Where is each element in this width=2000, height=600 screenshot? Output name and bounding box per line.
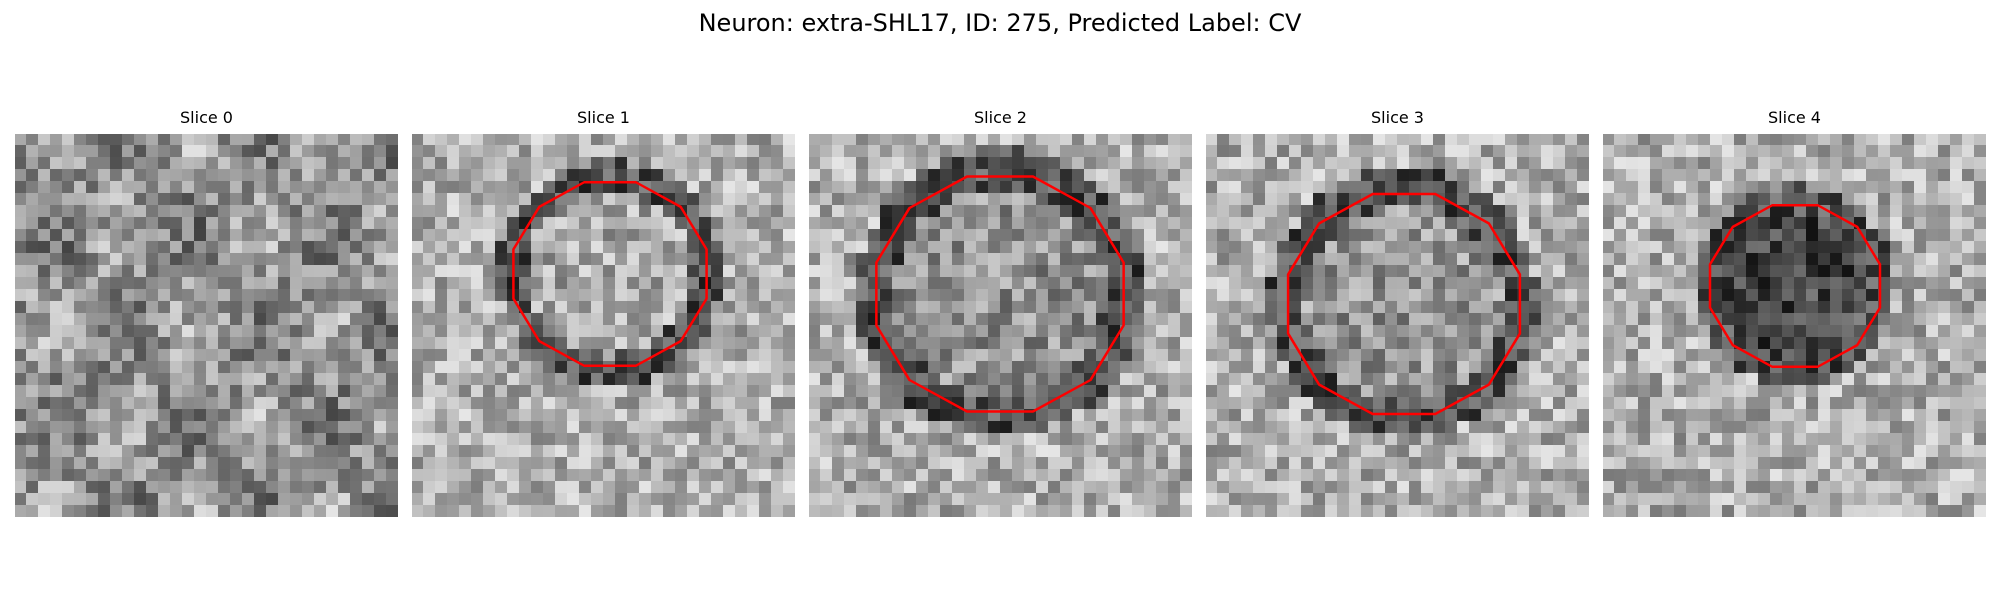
slice-title: Slice 1 — [577, 108, 630, 127]
slice-image — [1206, 134, 1589, 517]
figure-title: Neuron: extra-SHL17, ID: 275, Predicted … — [698, 9, 1302, 37]
slice-image — [809, 134, 1192, 517]
slice-image — [1603, 134, 1986, 517]
slice-image — [15, 134, 398, 517]
slice-title: Slice 0 — [180, 108, 233, 127]
slice-panel-1: Slice 1 — [412, 108, 795, 517]
slice-panel-4: Slice 4 — [1603, 108, 1986, 517]
slice-title: Slice 2 — [974, 108, 1027, 127]
slice-panel-3: Slice 3 — [1206, 108, 1589, 517]
slice-title: Slice 4 — [1768, 108, 1821, 127]
slice-panel-2: Slice 2 — [809, 108, 1192, 517]
slice-title: Slice 3 — [1371, 108, 1424, 127]
slice-image — [412, 134, 795, 517]
slice-panel-0: Slice 0 — [15, 108, 398, 517]
